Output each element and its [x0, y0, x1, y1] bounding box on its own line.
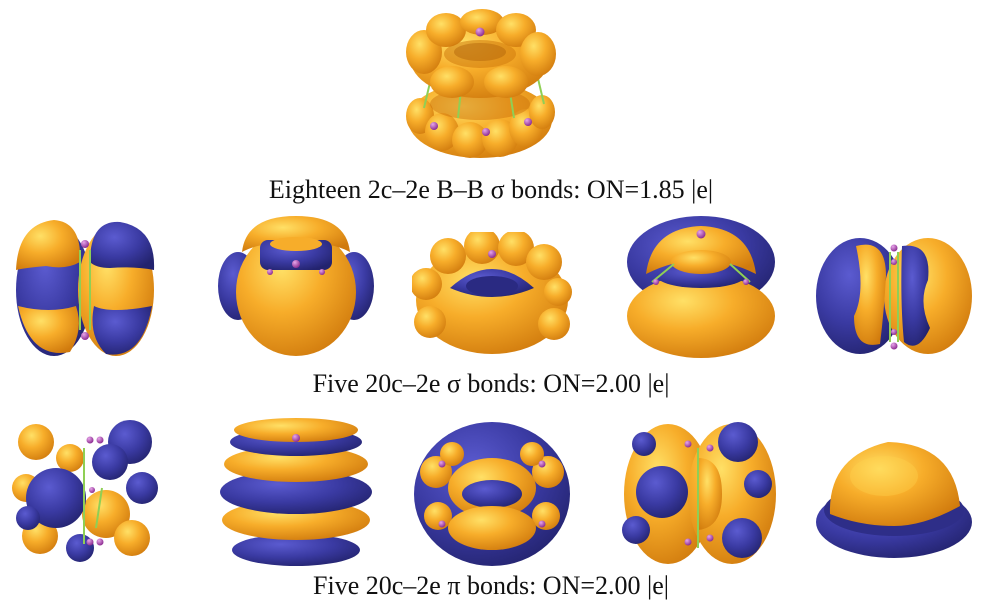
sigma-orbital-4	[627, 216, 775, 358]
pi-orbital-3	[414, 422, 570, 566]
sigma-orbital-5	[816, 238, 972, 354]
panel-caption-sigma-20c: Five 20c–2e σ bonds: ON=2.00 |e|	[312, 369, 670, 398]
pi-orbital-2	[220, 418, 372, 566]
sigma-orbital-1	[16, 220, 155, 356]
pi-orbital-4	[622, 422, 776, 564]
panel-caption-sigma-2c: Eighteen 2c–2e B–B σ bonds: ON=1.85 |e|	[268, 175, 714, 204]
sigma-orbital-2	[218, 216, 374, 356]
pi-orbital-1	[12, 420, 158, 562]
sigma-orbital-3	[412, 232, 572, 354]
panel-caption-pi-20c: Five 20c–2e π bonds: ON=2.00 |e|	[313, 571, 669, 600]
pi-orbital-5	[816, 442, 972, 558]
sigma-bond-torus-orbital	[406, 9, 556, 158]
